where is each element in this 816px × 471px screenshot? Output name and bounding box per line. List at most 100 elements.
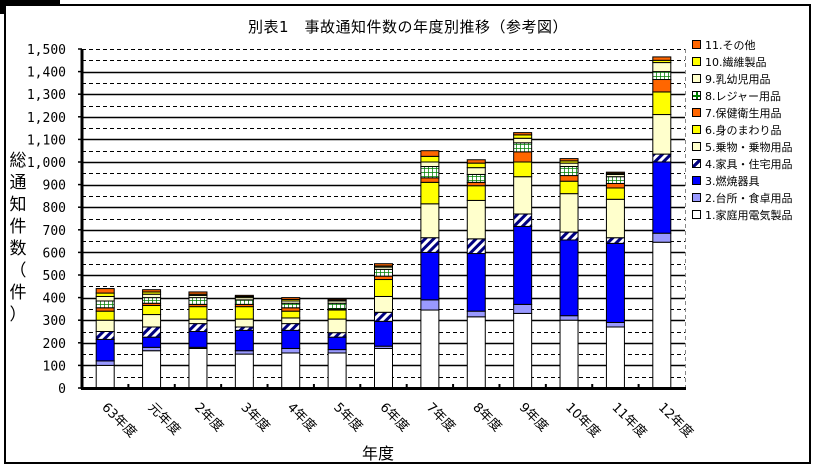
legend-swatch-icon: [692, 91, 701, 100]
legend-item: 10.繊維製品: [692, 53, 810, 70]
bar-stack: [605, 171, 625, 389]
legend-label: 8.レジャー用品: [705, 89, 781, 103]
bar-segment: [605, 237, 625, 244]
bar-stack: [188, 291, 208, 389]
bar-segment: [281, 329, 301, 349]
legend-swatch-icon: [692, 210, 701, 219]
y-tick-label: 900: [43, 179, 66, 194]
bar-segment: [234, 318, 254, 328]
y-axis-label-char: 知: [9, 195, 27, 215]
bar-segment: [95, 295, 115, 302]
bar-segment: [142, 350, 162, 389]
legend-swatch-icon: [692, 40, 701, 49]
bar-segment: [652, 114, 672, 155]
bar-segment: [605, 176, 625, 184]
bar-segment: [281, 307, 301, 312]
bar-segment: [142, 314, 162, 328]
legend-swatch-icon: [692, 125, 701, 134]
bar-stack: [281, 297, 301, 389]
bar-segment: [559, 166, 579, 177]
bar-segment: [327, 336, 347, 351]
legend-label: 6.身のまわり品: [705, 123, 782, 137]
bar-stack: [420, 150, 440, 389]
bar-segment: [559, 158, 579, 162]
legend-label: 7.保健衛生用品: [705, 106, 782, 120]
bar-segment: [374, 320, 393, 347]
legend-label: 9.乳幼児用品: [705, 72, 771, 86]
bar-segment: [420, 161, 440, 168]
bar-segment: [142, 305, 162, 316]
bar-segment: [652, 241, 672, 389]
bar-stack: [95, 288, 115, 389]
legend-item: 8.レジャー用品: [692, 87, 810, 104]
bar-segment: [513, 161, 533, 178]
bar-segment: [605, 182, 625, 189]
legend-item: 2.台所・食卓用品: [692, 189, 810, 206]
bar-segment: [234, 299, 254, 305]
legend-label: 11.その他: [705, 38, 756, 52]
x-tick-label: 4年度: [284, 400, 320, 436]
x-tick-label: 5年度: [330, 400, 366, 436]
bar-segment: [281, 352, 301, 389]
bar-segment: [281, 323, 301, 331]
legend-item: 1.家庭用電気製品: [692, 206, 810, 223]
x-tick-label: 7年度: [423, 400, 459, 436]
bar-segment: [281, 297, 301, 300]
bar-segment: [142, 297, 162, 304]
bar-segment: [559, 319, 579, 389]
legend-swatch-icon: [692, 193, 701, 202]
bar-segment: [420, 177, 440, 183]
bar-segment: [559, 175, 579, 182]
legend-item: 9.乳幼児用品: [692, 70, 810, 87]
legend-swatch-icon: [692, 57, 701, 66]
bar-segment: [234, 326, 254, 331]
bar-segment: [466, 238, 486, 255]
y-axis-label-char: （: [9, 261, 27, 281]
legend-item: 6.身のまわり品: [692, 121, 810, 138]
bar-segment: [327, 302, 347, 310]
y-tick-label: 800: [43, 201, 66, 216]
bar-segment: [513, 303, 533, 314]
bar-segment: [234, 329, 254, 352]
x-tick-label: 6年度: [377, 400, 413, 436]
bar-segment: [188, 347, 208, 389]
x-axis-tick-labels: 63年度 元年度 2年度 3年度 4年度 5年度 6年度 7年度 8年度 9年度 10年度 11年度 1…: [98, 400, 696, 441]
y-axis-label-char: 通: [9, 173, 27, 193]
bar-segment: [466, 167, 486, 175]
y-tick-label: 100: [43, 359, 66, 374]
x-axis-label: 年度: [362, 444, 395, 463]
bar-segment: [142, 326, 162, 338]
y-axis-label-char: ）: [9, 305, 27, 325]
y-axis-label-char: 数: [9, 239, 27, 259]
bar-segment: [559, 231, 579, 241]
bar-segment: [513, 225, 533, 305]
y-tick-label: 1,200: [27, 111, 66, 126]
bar-segment: [466, 310, 486, 318]
bar-segment: [513, 142, 533, 153]
bar-segment: [327, 349, 347, 354]
bar-segment: [605, 242, 625, 323]
bar-segment: [466, 173, 486, 183]
bar-segment: [374, 275, 393, 281]
bar-segment: [95, 338, 115, 362]
bar-segment: [513, 213, 533, 227]
y-tick-label: 700: [43, 224, 66, 239]
bar-stack: [327, 298, 347, 389]
x-tick-label: 10年度: [562, 400, 603, 441]
bar-segment: [466, 185, 486, 201]
legend-label: 2.台所・食卓用品: [705, 191, 793, 205]
bar-segment: [652, 71, 672, 81]
bar-segment: [95, 331, 115, 340]
bar-segment: [605, 326, 625, 389]
bar-segment: [142, 346, 162, 352]
bars: [95, 56, 672, 389]
legend-item: 7.保健衛生用品: [692, 104, 810, 121]
bar-segment: [559, 239, 579, 317]
bar-segment: [188, 297, 208, 305]
bar-segment: [466, 181, 486, 187]
bar-segment: [95, 300, 115, 309]
bar-segment: [559, 193, 579, 233]
y-tick-label: 600: [43, 246, 66, 261]
bar-stack: [142, 289, 162, 389]
